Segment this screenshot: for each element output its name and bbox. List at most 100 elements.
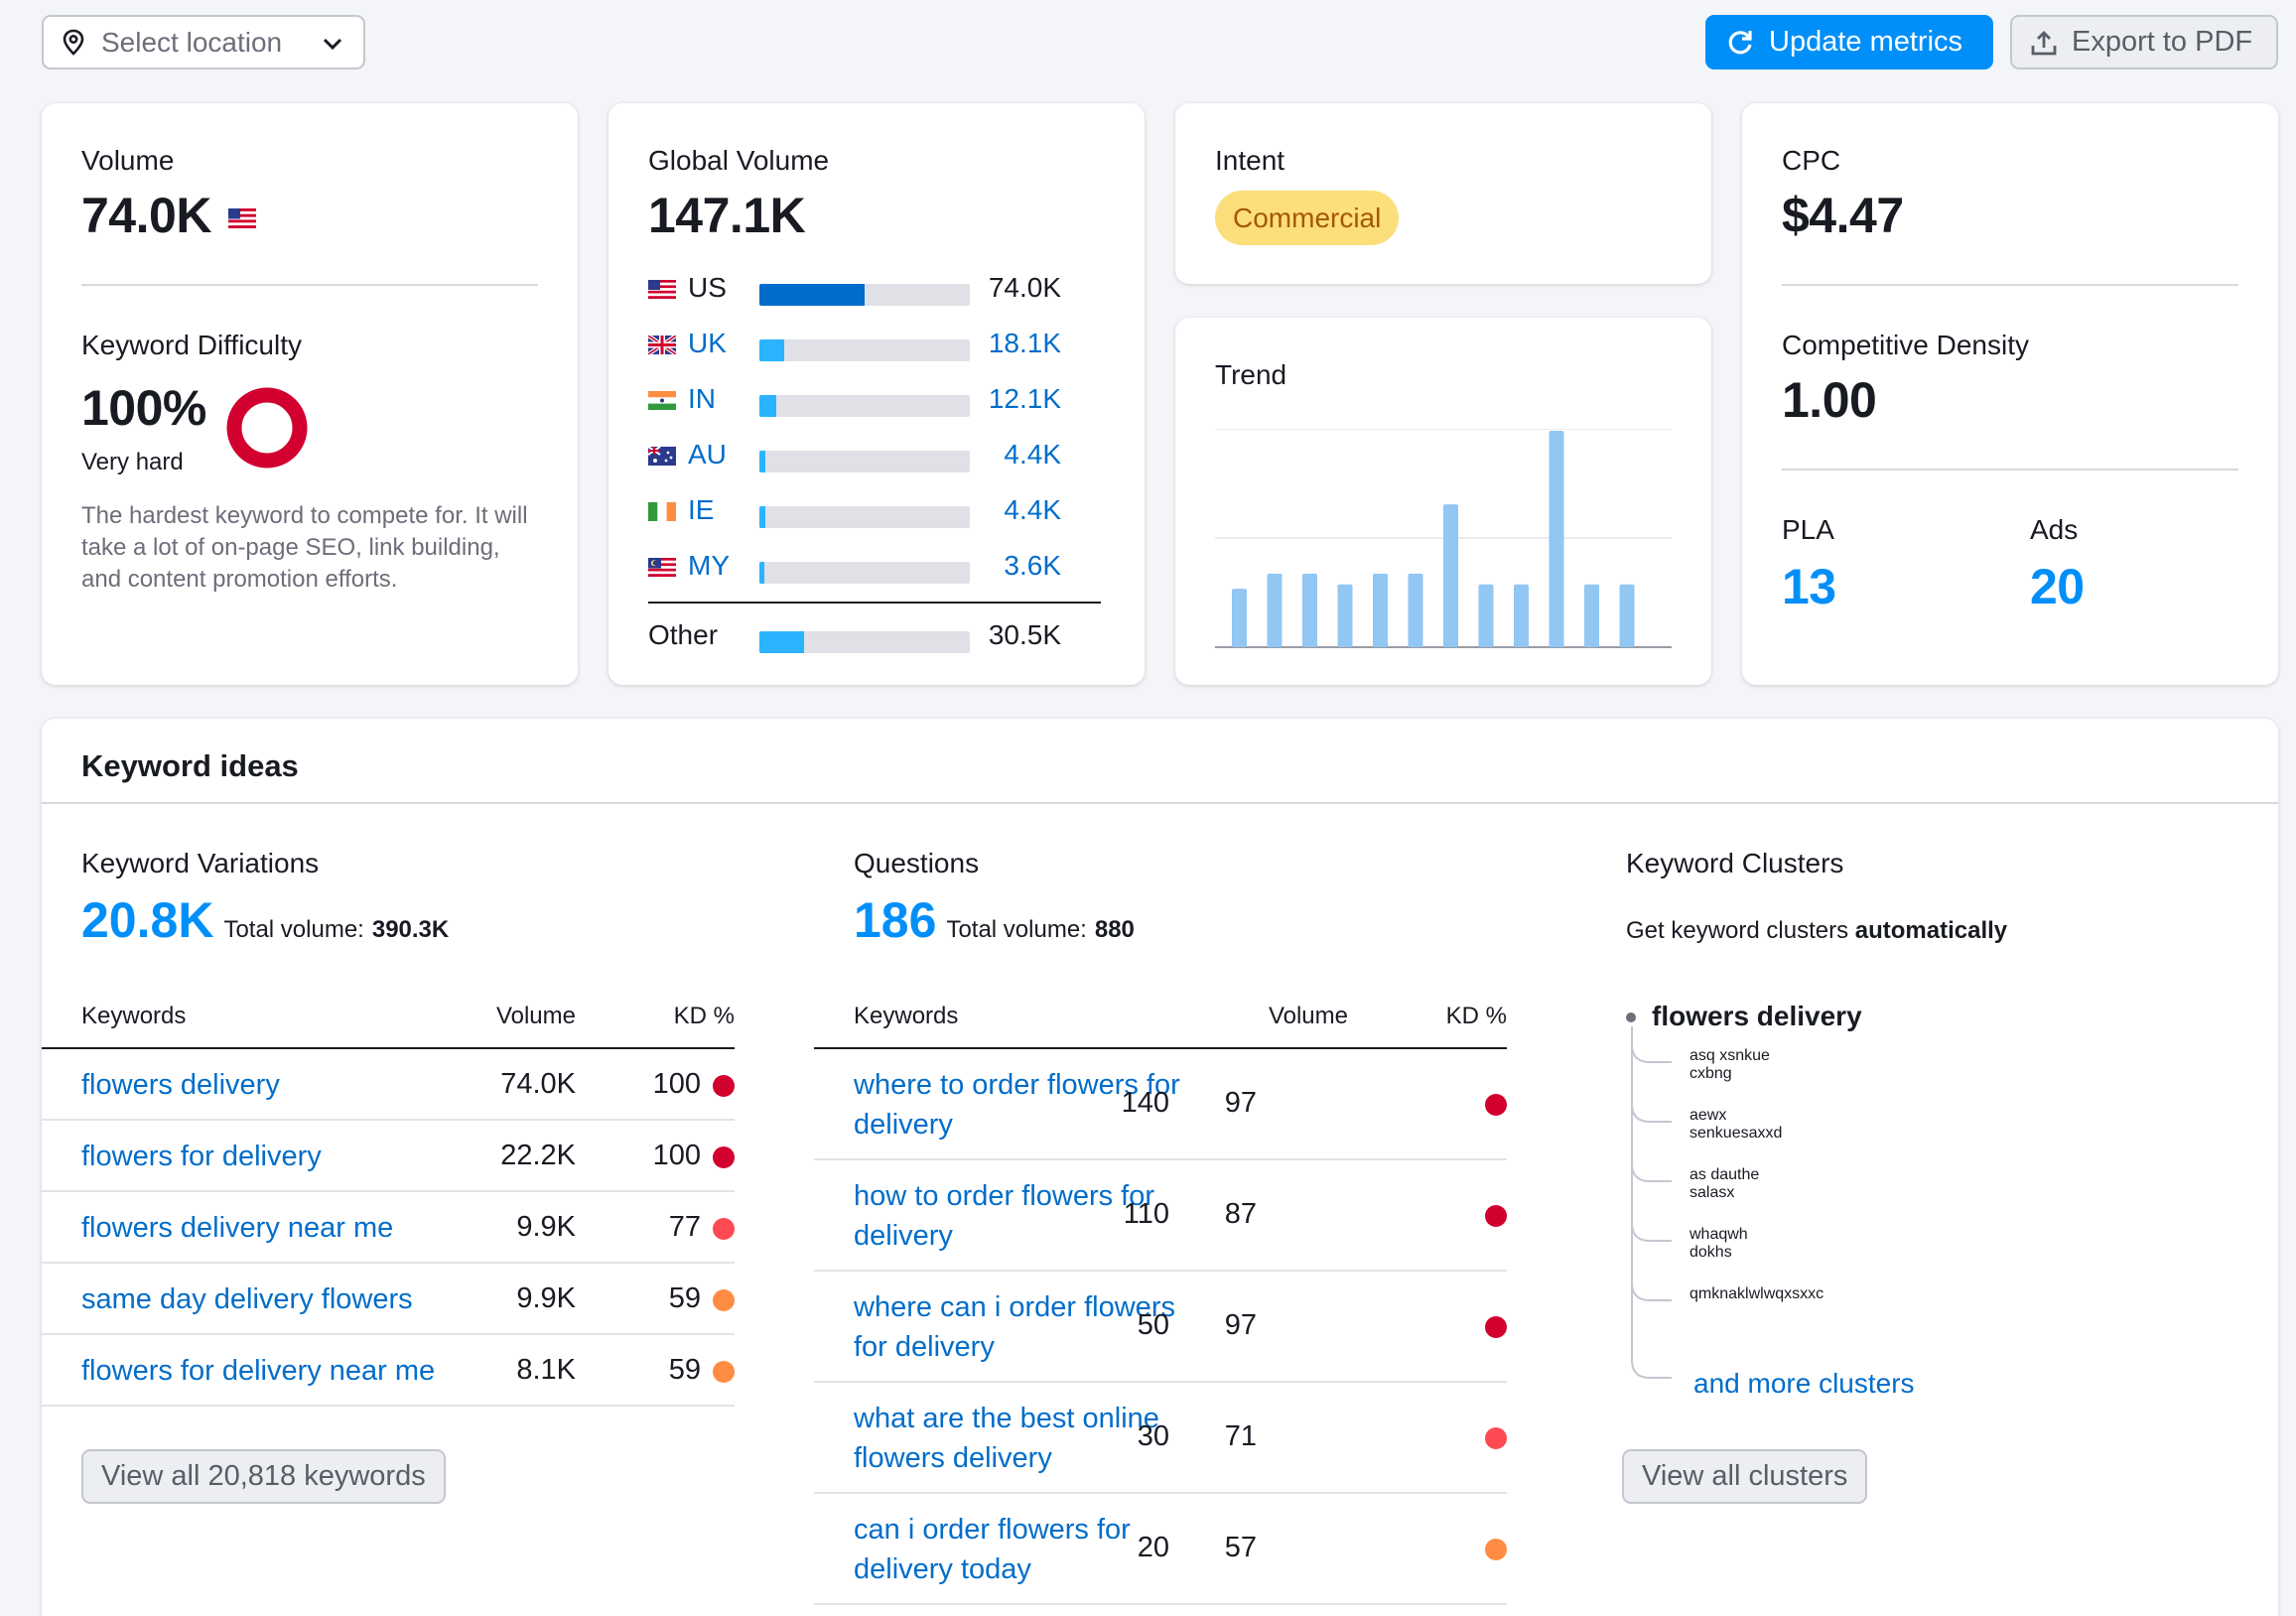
keyword-link[interactable]: same day delivery flowers — [81, 1283, 413, 1315]
country-bar — [759, 284, 970, 306]
country-row-my[interactable]: MY 3.6K — [648, 550, 1101, 590]
cluster-item-label: qmknaklwlwqxsxxc — [1689, 1285, 1824, 1302]
questions-count[interactable]: 186 — [854, 892, 937, 948]
trend-bar — [1232, 589, 1247, 647]
country-value: 74.0K — [988, 272, 1061, 303]
volume-label: Volume — [81, 145, 175, 176]
country-row-ie[interactable]: IE 4.4K — [648, 494, 1101, 534]
country-bar — [759, 451, 970, 472]
kd-dot — [713, 1289, 735, 1311]
cpc-divider — [1782, 284, 2238, 286]
trend-label: Trend — [1215, 359, 1287, 390]
kd-dot — [713, 1075, 735, 1097]
cluster-item: qmknaklwlwqxsxxc — [1689, 1285, 1823, 1315]
question-volume: 30 — [1137, 1420, 1169, 1452]
questions-total-value: 880 — [1094, 916, 1135, 943]
kd-dot — [1485, 1316, 1507, 1338]
table-row: flowers delivery 74.0K 100 — [42, 1049, 735, 1121]
question-link[interactable]: how to order flowers for delivery — [854, 1176, 1154, 1256]
question-line: delivery — [854, 1220, 953, 1252]
country-bar-fill — [759, 451, 766, 472]
variations-title: Keyword Variations — [81, 848, 320, 878]
questions-header-keywords: Keywords — [854, 1003, 959, 1029]
view-all-keywords-button[interactable]: View all 20,818 keywords — [81, 1449, 446, 1504]
global-volume-label: Global Volume — [648, 145, 830, 176]
keyword-ideas-divider — [42, 802, 2278, 804]
variations-count[interactable]: 20.8K — [81, 892, 214, 948]
australia-flag-icon — [648, 447, 676, 466]
country-bar — [759, 506, 970, 528]
kd-dot — [713, 1361, 735, 1383]
country-value: 12.1K — [988, 383, 1061, 414]
keyword-kd: 59 — [668, 1354, 701, 1386]
india-flag-icon — [648, 391, 676, 410]
location-select[interactable]: Select location — [42, 15, 365, 69]
location-placeholder: Select location — [101, 26, 283, 58]
question-kd: 97 — [1224, 1309, 1257, 1341]
table-row: flowers for delivery 22.2K 100 — [42, 1121, 735, 1192]
table-row: flowers delivery near me 9.9K 77 — [42, 1192, 735, 1264]
keyword-link[interactable]: flowers delivery — [81, 1069, 280, 1101]
country-code: MY — [688, 550, 730, 581]
cluster-tree-lines — [1631, 1026, 1672, 1379]
keyword-link[interactable]: flowers delivery near me — [81, 1212, 394, 1244]
pla-label: PLA — [1782, 514, 1834, 545]
country-code: IE — [688, 494, 715, 525]
question-kd: 71 — [1224, 1420, 1257, 1452]
volume-divider — [81, 284, 538, 286]
cluster-item-label: as dauthe salasx — [1689, 1166, 1760, 1201]
country-row-in[interactable]: IN 12.1K — [648, 383, 1101, 423]
keyword-link[interactable]: flowers for delivery near me — [81, 1355, 436, 1387]
table-row: how to order flowers for delivery 110 87 — [814, 1160, 1507, 1272]
question-line: flowers delivery — [854, 1442, 1052, 1474]
country-bar-fill — [759, 395, 776, 417]
cluster-item: whaqwh dokhs — [1689, 1226, 1793, 1261]
density-divider — [1782, 469, 2238, 471]
country-row-us: US 74.0K — [648, 272, 1101, 312]
trend-bar — [1443, 504, 1458, 647]
location-pin-icon — [63, 29, 84, 56]
upload-icon — [2031, 30, 2057, 55]
country-value: 18.1K — [988, 328, 1061, 358]
country-row-uk[interactable]: UK 18.1K — [648, 328, 1101, 367]
intent-label: Intent — [1215, 145, 1285, 176]
question-link[interactable]: can i order flowers for delivery today — [854, 1510, 1131, 1589]
clusters-title: Keyword Clusters — [1626, 848, 1844, 878]
ads-value[interactable]: 20 — [2030, 559, 2085, 614]
question-link[interactable]: what are the best online flowers deliver… — [854, 1399, 1159, 1478]
country-bar — [759, 562, 970, 584]
question-link[interactable]: where to order flowers for delivery — [854, 1065, 1180, 1145]
view-all-clusters-button[interactable]: View all clusters — [1622, 1449, 1868, 1504]
question-line: delivery — [854, 1109, 953, 1141]
country-row-au[interactable]: AU 4.4K — [648, 439, 1101, 478]
table-row: same day delivery flowers 9.9K 59 — [42, 1264, 735, 1335]
variations-total-label: Total volume: — [223, 916, 364, 943]
question-link[interactable]: where can i order flowers for delivery — [854, 1287, 1175, 1367]
questions-total-label: Total volume: — [946, 916, 1087, 943]
variations-header-divider — [42, 1047, 735, 1049]
cluster-item: asq xsnkue cxbng — [1689, 1047, 1793, 1082]
update-metrics-button[interactable]: Update metrics — [1705, 15, 1993, 69]
more-clusters-link[interactable]: and more clusters — [1693, 1368, 1915, 1399]
table-row: can i order flowers for delivery today 2… — [814, 1494, 1507, 1605]
keyword-link[interactable]: flowers for delivery — [81, 1141, 322, 1172]
question-volume: 140 — [1121, 1087, 1169, 1119]
variations-header-volume: Volume — [495, 1003, 576, 1029]
question-line: can i order flowers for — [854, 1514, 1131, 1546]
export-pdf-button[interactable]: Export to PDF — [2010, 15, 2278, 69]
keyword-volume: 22.2K — [500, 1140, 576, 1171]
trend-card: Trend — [1175, 318, 1711, 685]
trend-bar — [1302, 573, 1317, 647]
country-bar-fill — [759, 506, 766, 528]
export-pdf-label: Export to PDF — [2072, 26, 2253, 58]
pla-value[interactable]: 13 — [1782, 559, 1836, 614]
keyword-kd: 100 — [652, 1140, 701, 1171]
question-line: how to order flowers for — [854, 1180, 1155, 1212]
questions-header-divider — [814, 1047, 1507, 1049]
country-value: 4.4K — [1004, 439, 1061, 470]
table-row: what are the best online flowers deliver… — [814, 1383, 1507, 1494]
kd-dot — [1485, 1205, 1507, 1227]
question-line: delivery today — [854, 1553, 1031, 1585]
question-volume: 50 — [1137, 1309, 1169, 1341]
cluster-item-label: whaqwh dokhs — [1689, 1226, 1748, 1261]
